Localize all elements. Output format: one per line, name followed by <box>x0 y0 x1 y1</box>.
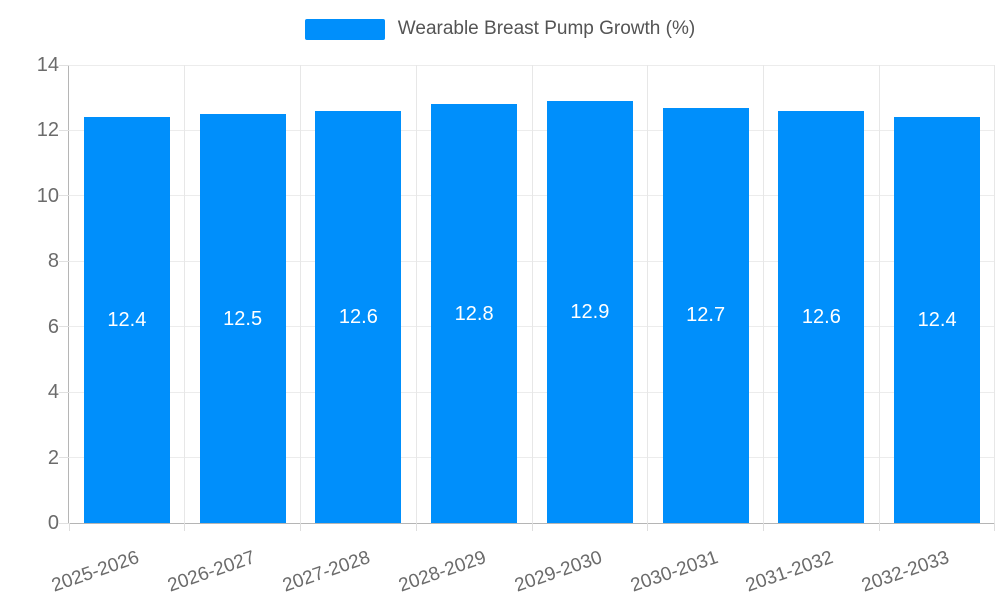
plot-area: 0 2 4 6 8 10 12 14 12.4 2025-2026 12.5 2026-2027 12.… <box>37 54 995 596</box>
x-axis-tick-label: 2028-2029 <box>396 547 489 597</box>
bar <box>894 117 981 523</box>
bar-value-label: 12.4 <box>917 309 957 332</box>
bar <box>778 110 865 523</box>
bar-value-label: 12.6 <box>338 305 378 328</box>
x-axis-tick <box>531 523 533 531</box>
x-axis-tick <box>300 523 301 531</box>
bar-value-label: 12.5 <box>223 307 263 330</box>
y-axis-tick <box>59 457 69 459</box>
x-axis-tick-label: 2029-2030 <box>511 547 605 597</box>
y-axis-tick-label: 8 <box>47 250 59 273</box>
gridline-vertical <box>878 65 880 523</box>
y-axis-tick <box>59 260 69 262</box>
y-axis-tick-label: 6 <box>47 315 59 338</box>
x-axis-tick <box>647 523 649 531</box>
x-axis-tick <box>68 523 70 531</box>
y-axis-tick-label: 4 <box>47 381 59 404</box>
bar-value-label: 12.8 <box>454 302 494 325</box>
y-axis-tick <box>59 129 69 131</box>
gridline-vertical <box>993 65 995 523</box>
bar <box>546 101 633 523</box>
x-axis-tick-label: 2026-2027 <box>164 547 258 597</box>
legend: Wearable Breast Pump Growth (%) <box>0 18 1000 40</box>
gridline-vertical <box>184 65 186 523</box>
x-axis-tick <box>878 523 880 531</box>
y-axis-tick-label: 14 <box>36 54 59 76</box>
x-axis-tick-label: 2031-2032 <box>743 547 837 597</box>
y-axis-tick <box>59 522 69 524</box>
x-axis-tick-label: 2030-2031 <box>627 547 721 597</box>
gridline-vertical <box>415 65 417 523</box>
x-axis-tick-label: 2027-2028 <box>280 547 374 597</box>
bar <box>199 114 286 523</box>
legend-label: Wearable Breast Pump Growth (%) <box>397 18 696 39</box>
bar <box>315 110 402 523</box>
y-axis-tick-label: 2 <box>47 446 59 469</box>
legend-item[interactable]: Wearable Breast Pump Growth (%) <box>304 18 696 40</box>
bar <box>662 107 749 523</box>
bar-value-label: 12.9 <box>570 300 610 323</box>
x-axis-tick <box>415 523 417 531</box>
gridline-vertical <box>763 65 764 523</box>
x-axis-tick <box>763 523 764 531</box>
legend-swatch-icon <box>304 18 385 40</box>
x-axis-tick-label: 2025-2026 <box>48 547 142 597</box>
bar <box>83 117 170 523</box>
bar <box>431 104 518 523</box>
y-axis-tick <box>59 326 69 328</box>
gridline-vertical <box>300 65 301 523</box>
x-axis-tick <box>184 523 186 531</box>
gridline-vertical <box>531 65 533 523</box>
x-axis-tick-label: 2032-2033 <box>859 547 952 597</box>
y-axis-tick-label: 10 <box>36 184 59 207</box>
bar-value-label: 12.6 <box>801 305 841 328</box>
y-axis-tick <box>59 391 69 393</box>
y-axis-tick <box>59 64 69 66</box>
bar-value-label: 12.7 <box>686 304 726 327</box>
y-axis-tick-label: 12 <box>36 119 59 142</box>
bar-value-label: 12.4 <box>107 309 147 332</box>
y-axis-tick <box>59 195 69 197</box>
x-axis-tick <box>993 523 995 531</box>
gridline-vertical <box>647 65 649 523</box>
y-axis-tick-label: 0 <box>47 512 59 534</box>
